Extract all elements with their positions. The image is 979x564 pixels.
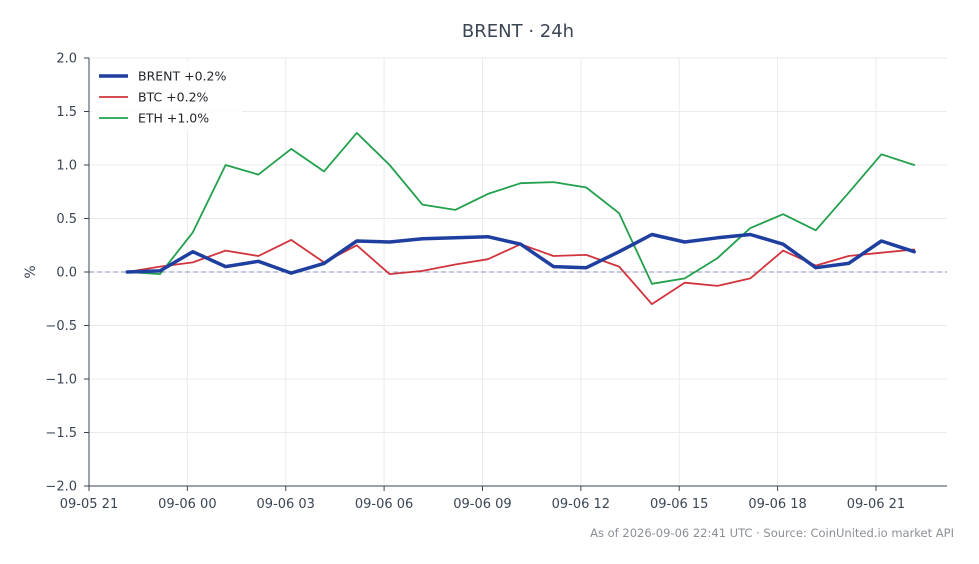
legend-label-eth: ETH +1.0% [138, 111, 209, 126]
y-tick-label: 2.0 [56, 52, 77, 67]
x-tick-label: 09-06 03 [257, 497, 315, 512]
x-tick-label: 09-06 18 [748, 497, 806, 512]
x-tick-label: 09-06 15 [650, 497, 708, 512]
y-tick-label: 1.0 [56, 159, 77, 174]
y-tick-label: −2.0 [45, 480, 77, 495]
series-line-eth [126, 131, 916, 285]
y-tick-label: 1.5 [56, 105, 77, 120]
y-tick-label: 0.5 [56, 212, 77, 227]
y-tick-label: −1.5 [45, 426, 77, 441]
x-tick-label: 09-06 12 [552, 497, 610, 512]
x-tick-label: 09-06 21 [847, 497, 905, 512]
chart-title: BRENT · 24h [462, 21, 574, 42]
series-group [125, 131, 916, 306]
legend: BRENT +0.2% BTC +0.2% ETH +1.0% [92, 62, 242, 130]
x-tick-label: 09-06 09 [453, 497, 511, 512]
series-line-brent [125, 232, 916, 275]
x-tick-label: 09-06 06 [355, 497, 413, 512]
x-tick-label: 09-06 00 [158, 497, 216, 512]
legend-label-btc: BTC +0.2% [138, 90, 209, 105]
y-tick-label: −0.5 [45, 319, 77, 334]
y-tick-label: 0.0 [56, 266, 77, 281]
legend-label-brent: BRENT +0.2% [138, 69, 226, 84]
y-axis-label: % [23, 265, 39, 278]
axes: −2.0 −1.5 −1.0 −0.5 0.0 0.5 1.0 1.5 2.0 09-05 21 0… [45, 52, 947, 512]
x-tick-label: 09-05 21 [60, 497, 118, 512]
y-tick-label: −1.0 [45, 373, 77, 388]
source-footer: As of 2026-09-06 22:41 UTC · Source: Coi… [590, 526, 954, 540]
